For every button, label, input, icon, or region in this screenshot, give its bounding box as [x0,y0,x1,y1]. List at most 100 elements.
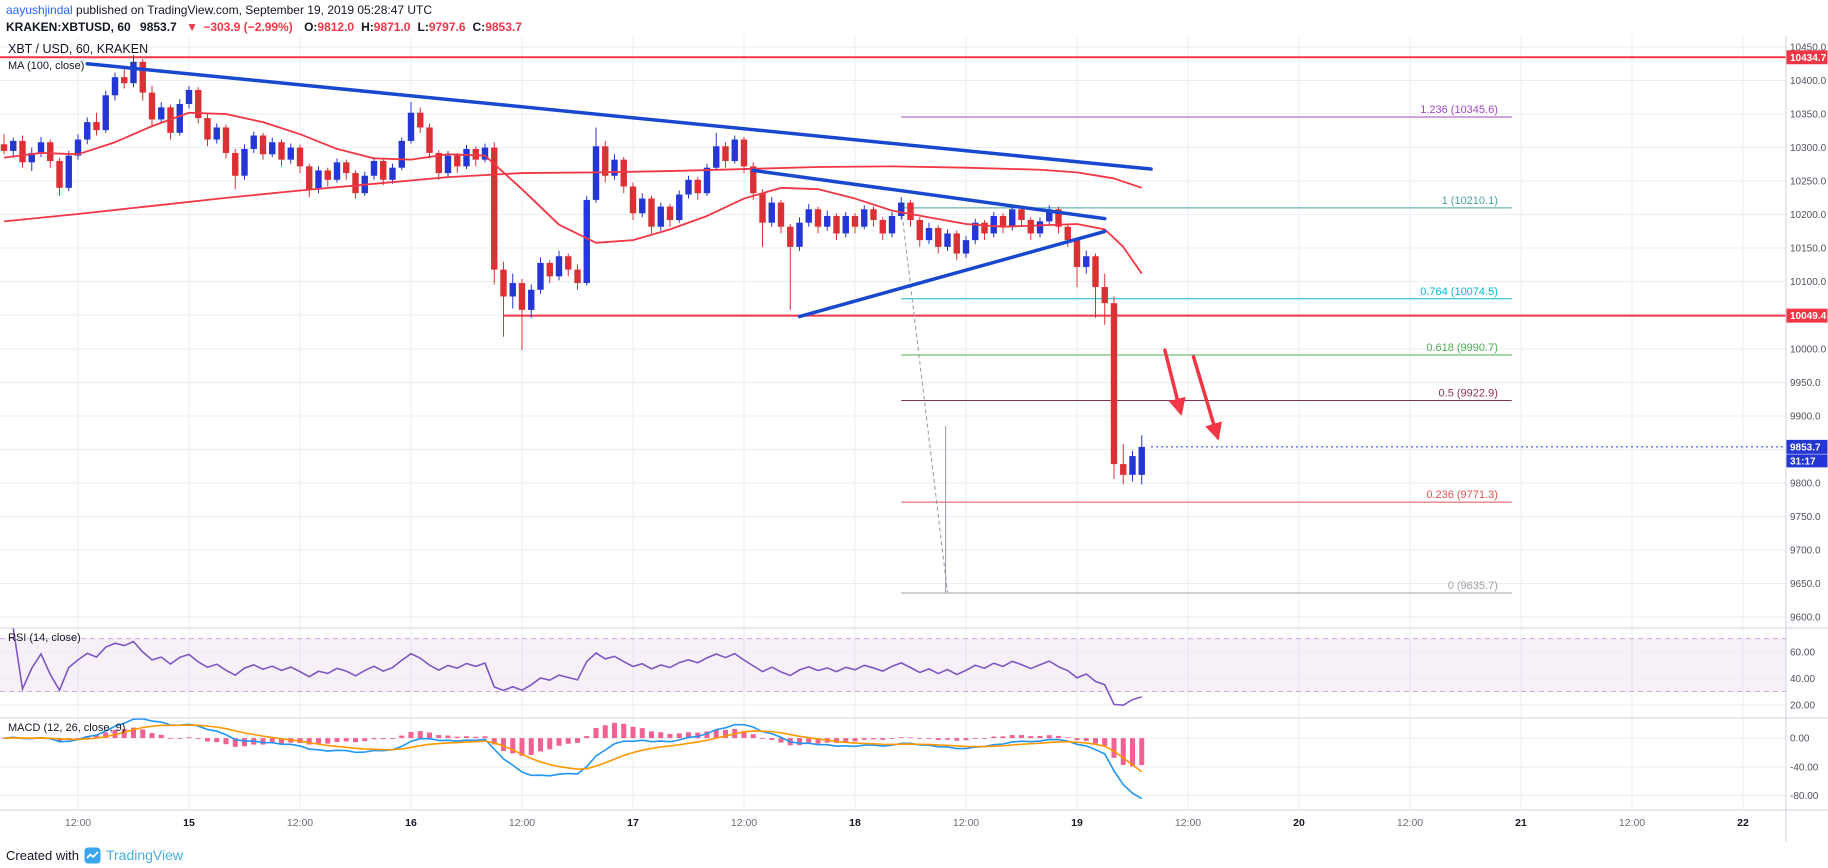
macd-histogram-bar[interactable] [306,738,312,745]
candle[interactable] [685,179,692,195]
candle[interactable] [343,162,350,174]
candle[interactable] [1046,209,1053,222]
candle[interactable] [398,140,405,168]
macd-histogram-bar[interactable] [519,738,525,756]
candle[interactable] [1110,303,1118,465]
candle[interactable] [1101,287,1108,304]
candle[interactable] [19,140,26,163]
macd-histogram-bar[interactable] [1074,738,1080,741]
time-tick-label[interactable]: 12:00 [1397,817,1423,829]
time-tick-label[interactable]: 16 [405,817,417,829]
candle[interactable] [333,162,341,180]
candle[interactable] [824,215,831,227]
candle[interactable] [269,142,276,155]
candle[interactable] [898,202,905,216]
macd-histogram-bar[interactable] [232,738,238,747]
candle[interactable] [750,166,757,194]
macd-histogram-bar[interactable] [806,738,812,744]
macd-histogram-bar[interactable] [1083,738,1089,742]
macd-histogram-bar[interactable] [353,738,358,743]
candle[interactable] [426,127,433,153]
candle[interactable] [222,127,230,153]
macd-histogram-bar[interactable] [815,738,821,744]
candle[interactable] [1129,456,1136,475]
macd-histogram-bar[interactable] [1,738,7,739]
macd-histogram-bar[interactable] [1130,738,1135,767]
macd-histogram-bar[interactable] [667,733,673,739]
macd-histogram-bar[interactable] [917,738,923,739]
macd-histogram-bar[interactable] [334,738,340,743]
ma-line[interactable] [3,111,1143,275]
candle[interactable] [657,206,664,227]
macd-histogram-bar[interactable] [760,738,765,739]
candle[interactable] [787,226,794,247]
time-tick-label[interactable]: 12:00 [287,817,313,829]
candle[interactable] [842,215,849,234]
candle[interactable] [528,289,535,310]
candle[interactable] [537,262,544,290]
candle[interactable] [925,228,933,241]
candle[interactable] [102,95,109,131]
macd-histogram-bar[interactable] [871,738,876,740]
candle[interactable] [676,194,683,221]
candle[interactable] [324,170,331,180]
candle[interactable] [759,193,766,223]
macd-histogram-bar[interactable] [880,738,886,740]
candle[interactable] [629,186,637,214]
time-tick-label[interactable]: 12:00 [731,817,757,829]
candle[interactable] [1036,221,1044,234]
candle[interactable] [481,147,489,160]
candle[interactable] [306,166,313,190]
macd-histogram-bar[interactable] [436,735,442,739]
macd-histogram-bar[interactable] [1037,735,1043,739]
macd-histogram-bar[interactable] [121,729,127,739]
time-tick-label[interactable]: 12:00 [1619,817,1645,829]
candle[interactable] [972,222,979,241]
macd-histogram-bar[interactable] [491,738,497,745]
candle[interactable] [407,112,415,141]
time-tick-label[interactable]: 18 [849,817,861,829]
down-arrow-drawing[interactable] [1163,348,1186,416]
candle[interactable] [962,240,970,254]
chart-legend-symbol[interactable]: XBT / USD, 60, KRAKEN [8,42,149,56]
candle[interactable] [130,61,137,84]
macd-histogram-bar[interactable] [695,732,701,739]
macd-histogram-bar[interactable] [445,735,451,739]
candle[interactable] [454,155,461,167]
candle[interactable] [389,167,396,180]
macd-histogram-bar[interactable] [649,731,654,739]
candle[interactable] [1009,209,1016,227]
time-tick-label[interactable]: 12:00 [1175,817,1201,829]
macd-histogram-bar[interactable] [242,738,247,747]
macd-histogram-bar[interactable] [158,734,164,739]
candle[interactable] [287,147,294,160]
macd-histogram-bar[interactable] [750,734,756,739]
time-tick-label[interactable]: 12:00 [65,817,91,829]
macd-histogram-bar[interactable] [630,726,636,739]
candle[interactable] [352,173,359,194]
macd-histogram-bar[interactable] [195,738,201,739]
candle[interactable] [148,92,156,120]
macd-histogram-bar[interactable] [741,730,747,739]
time-tick-label[interactable]: 12:00 [953,817,979,829]
candle[interactable] [1083,256,1090,267]
candle[interactable] [1092,256,1099,288]
time-tick-label[interactable]: 22 [1737,817,1749,829]
macd-histogram-bar[interactable] [501,738,506,751]
candle[interactable] [879,220,886,234]
macd-histogram-bar[interactable] [1009,735,1015,739]
candle[interactable] [731,139,738,161]
macd-histogram-bar[interactable] [1028,736,1034,739]
tradingview-wordmark[interactable]: TradingView [105,847,184,863]
candle[interactable] [93,122,100,131]
candle[interactable] [796,222,803,247]
time-tick-label[interactable]: 21 [1515,817,1527,829]
candle[interactable] [380,161,387,180]
time-tick-label[interactable]: 15 [183,817,195,829]
candle[interactable] [1018,209,1025,221]
candle[interactable] [999,215,1007,227]
candle[interactable] [565,256,572,270]
macd-histogram-bar[interactable] [1120,738,1126,765]
macd-histogram-bar[interactable] [538,738,543,752]
candle[interactable] [185,89,193,104]
